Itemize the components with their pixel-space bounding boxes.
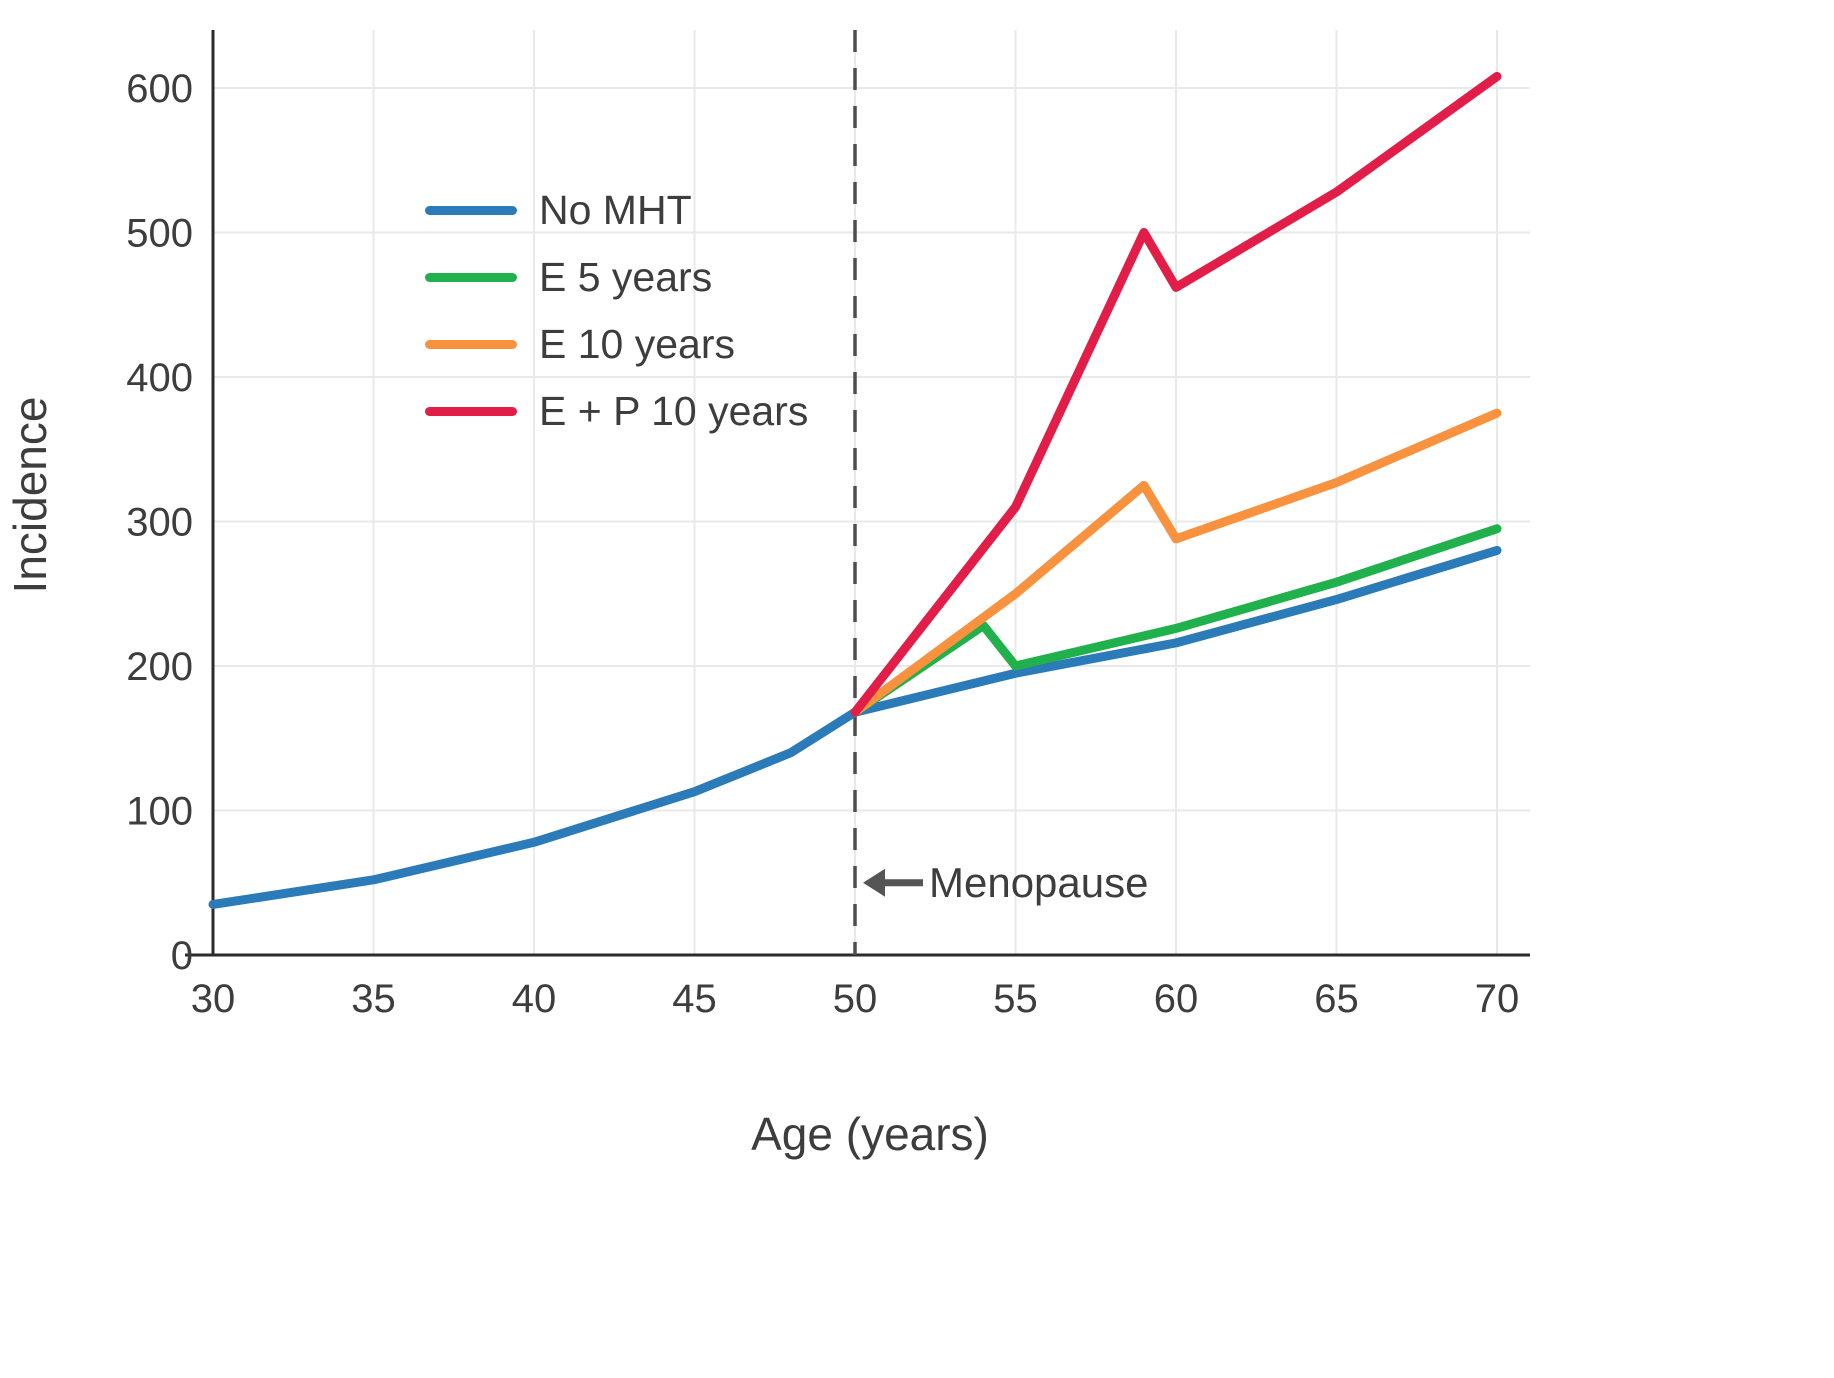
- x-tick-label: 45: [672, 977, 717, 1021]
- x-tick-label: 50: [833, 977, 878, 1021]
- y-axis-title: Incidence: [4, 397, 56, 594]
- legend-color-swatch: [425, 273, 517, 283]
- legend-item: No MHT: [425, 187, 808, 233]
- legend-color-swatch: [425, 407, 517, 417]
- y-tick-label: 600: [126, 67, 193, 111]
- menopause-annotation: Menopause: [863, 859, 1149, 906]
- tick-labels: 30 35 40 45 50 55 60 65 70 0 100 200 300 400 500 600: [126, 67, 1519, 1021]
- y-tick-label: 0: [171, 934, 193, 978]
- y-tick-label: 300: [126, 501, 193, 545]
- series-line-e-+-p-10-years: [850, 71, 1502, 717]
- x-tick-label: 55: [993, 977, 1038, 1021]
- y-tick-label: 200: [126, 645, 193, 689]
- y-tick-label: 100: [126, 790, 193, 834]
- series-line-no-mht: [208, 545, 1502, 909]
- legend-item: E 10 years: [425, 322, 808, 367]
- arrow-head-icon: [863, 868, 885, 897]
- x-tick-label: 30: [191, 977, 236, 1021]
- legend-label: E + P 10 years: [539, 388, 809, 435]
- x-tick-label: 65: [1314, 977, 1359, 1021]
- menopause-label: Menopause: [929, 859, 1149, 906]
- x-tick-label: 35: [351, 977, 396, 1021]
- series-lines: [208, 71, 1502, 909]
- x-tick-label: 70: [1475, 977, 1520, 1021]
- legend-label: E 5 years: [539, 254, 713, 301]
- legend-item: E 5 years: [425, 254, 808, 301]
- y-tick-label: 500: [126, 212, 193, 256]
- legend-item: E + P 10 years: [425, 389, 808, 434]
- legend: No MHT E 5 years E 10 years E + P 10 years: [425, 187, 808, 434]
- axes: [185, 30, 1530, 957]
- x-tick-label: 60: [1154, 977, 1199, 1021]
- x-tick-label: 40: [512, 977, 557, 1021]
- legend-color-swatch: [425, 206, 517, 216]
- x-axis-title: Age (years): [751, 1108, 989, 1160]
- legend-label: E 10 years: [539, 321, 735, 368]
- y-tick-label: 400: [126, 356, 193, 400]
- gridlines: [212, 30, 1530, 956]
- series-line-e-10-years: [850, 408, 1502, 717]
- legend-color-swatch: [425, 340, 517, 350]
- series-line-e-5-years: [850, 524, 1502, 717]
- legend-label: No MHT: [539, 187, 692, 233]
